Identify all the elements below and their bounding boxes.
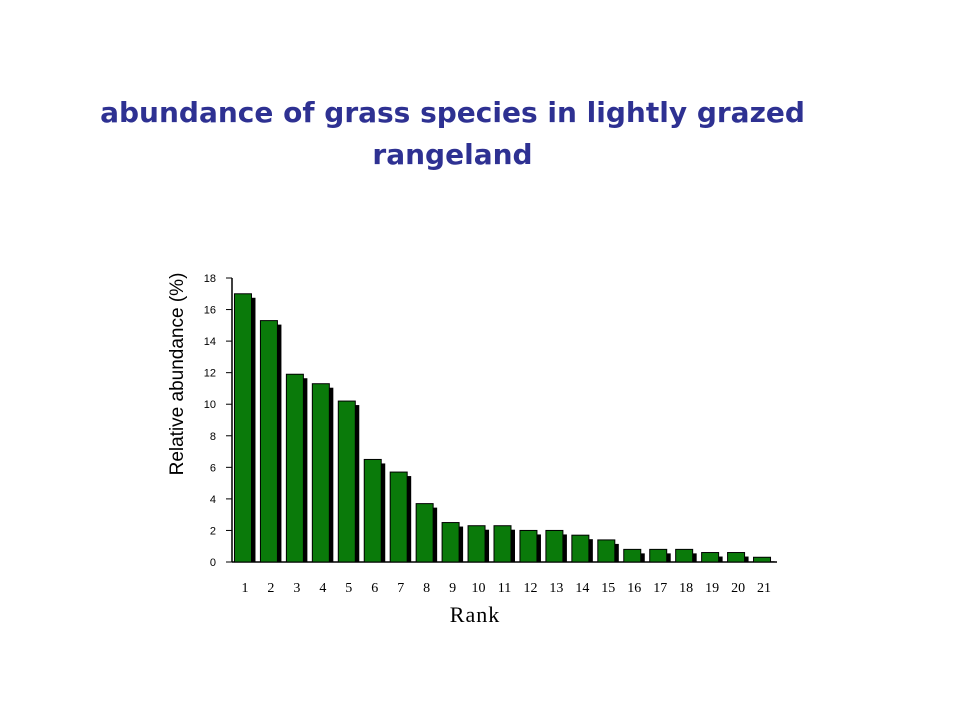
x-tick-label: 14 — [575, 581, 589, 596]
bar — [649, 548, 668, 563]
x-tick-label: 20 — [731, 581, 745, 596]
bar — [701, 552, 720, 563]
bar — [545, 529, 564, 563]
bar — [493, 525, 512, 563]
bar — [441, 522, 460, 563]
x-tick-label: 9 — [449, 581, 456, 596]
bar — [675, 548, 694, 563]
x-tick-label: 11 — [498, 581, 511, 596]
y-axis-title: Relative abundance (%) — [167, 273, 188, 476]
bar — [753, 556, 772, 563]
bar — [623, 548, 642, 563]
bar — [311, 383, 330, 563]
bars — [233, 293, 775, 563]
x-tick-label: 5 — [345, 581, 352, 596]
x-tick-label: 6 — [371, 581, 378, 596]
x-tick-label: 17 — [653, 581, 667, 596]
x-tick-label: 15 — [601, 581, 615, 596]
y-tick-label: 6 — [210, 462, 216, 474]
x-tick-label: 4 — [319, 581, 326, 596]
bar — [389, 471, 408, 563]
y-tick-label: 10 — [204, 399, 216, 411]
x-tick-label: 8 — [423, 581, 430, 596]
y-tick-label: 12 — [204, 368, 216, 380]
bar — [259, 320, 278, 563]
x-tick-label: 16 — [627, 581, 641, 596]
bar — [467, 525, 486, 563]
bar — [285, 373, 304, 563]
y-tick-label: 4 — [210, 494, 216, 506]
y-axis: 0 2 4 6 8 10 12 14 16 18 — [204, 273, 233, 569]
x-tick-label: 21 — [757, 581, 771, 596]
chart-title: abundance of grass species in lightly gr… — [0, 92, 905, 176]
x-tick-label: 18 — [679, 581, 693, 596]
chart-title-line-2: rangeland — [372, 138, 533, 171]
y-tick-label: 2 — [210, 525, 216, 537]
x-tick-label: 19 — [705, 581, 719, 596]
bar — [415, 503, 434, 563]
x-tick-label: 3 — [293, 581, 300, 596]
x-axis-title: Rank — [450, 602, 500, 627]
chart-title-line-1: abundance of grass species in lightly gr… — [100, 96, 805, 129]
bar — [519, 529, 538, 563]
x-tick-label: 12 — [523, 581, 537, 596]
bar — [363, 458, 382, 563]
bar — [597, 539, 616, 563]
y-tick-label: 8 — [210, 431, 216, 443]
bar — [571, 534, 590, 563]
bar — [727, 552, 746, 563]
x-tick-label: 10 — [472, 581, 486, 596]
y-tick-label: 0 — [210, 557, 216, 569]
x-axis: 1 2 3 4 5 6 7 8 9 10 11 12 13 14 15 16 17 18 19 20 21 — [232, 561, 777, 596]
y-tick-label: 14 — [204, 336, 216, 348]
bar — [337, 400, 356, 563]
x-tick-label: 13 — [549, 581, 563, 596]
y-tick-label: 16 — [204, 305, 216, 317]
x-tick-label: 2 — [267, 581, 274, 596]
x-tick-label: 1 — [241, 581, 248, 596]
y-tick-label: 18 — [204, 273, 216, 285]
x-tick-label: 7 — [397, 581, 404, 596]
bar — [233, 293, 252, 563]
